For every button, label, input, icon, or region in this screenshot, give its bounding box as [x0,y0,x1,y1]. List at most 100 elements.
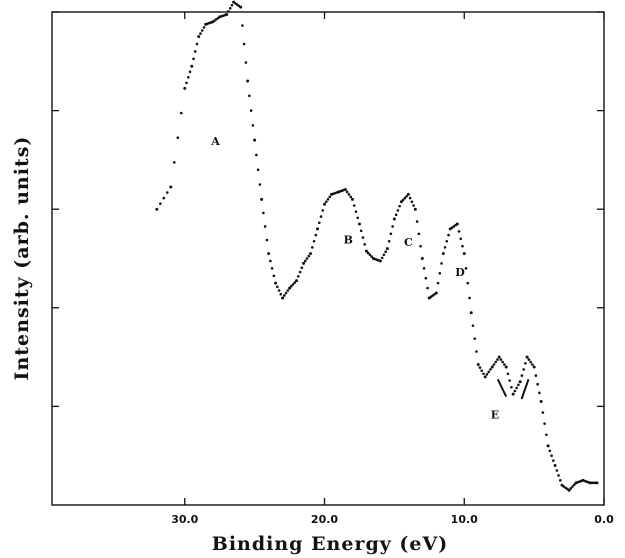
data-point [317,221,321,225]
data-point [387,239,391,243]
data-point [188,70,192,74]
data-point [283,294,286,297]
data-point [291,283,295,286]
data-point [553,464,557,468]
data-point [316,227,320,231]
data-point [345,190,349,194]
data-point [524,361,527,365]
x-axis-label: Binding Energy (eV) [212,533,448,555]
data-point [469,311,473,315]
e-markers [496,378,530,400]
data-point [546,444,550,448]
data-point [487,370,491,374]
data-point [307,254,311,258]
data-point [538,391,541,395]
data-point [270,267,274,270]
data-point [169,185,173,189]
data-point [434,291,438,295]
data-point [525,355,529,359]
data-point [262,211,265,215]
data-point [408,196,412,200]
data-point [356,216,359,220]
data-point [314,233,318,237]
annotation-label: E [491,409,499,422]
data-point [326,198,330,201]
data-point [548,449,552,453]
data-point [391,225,394,228]
data-point [504,365,508,369]
data-point [176,136,180,140]
data-series [155,0,599,492]
data-point [534,374,538,377]
data-point [389,232,393,236]
data-point [288,286,292,290]
data-point [272,274,276,278]
data-point [255,153,258,157]
data-point [199,32,202,35]
data-point [319,215,323,218]
data-point [569,487,573,490]
data-point [529,360,532,364]
plot-border [51,11,605,506]
data-point [550,454,553,458]
data-point [426,286,429,290]
data-point [532,365,536,369]
data-point [464,267,468,270]
data-point [482,372,485,376]
data-point [263,225,267,228]
data-point [557,474,560,477]
data-point [420,257,424,260]
data-point [185,81,188,85]
data-point [228,7,232,10]
annotation-label: D [455,266,465,279]
data-point [531,363,534,366]
data-point [324,200,328,204]
data-point [415,220,419,223]
data-point [527,358,531,361]
data-point [403,196,407,200]
data-point [410,200,414,204]
data-point [571,485,574,488]
data-point [497,355,501,359]
y-axis-label: Intensity (arb. units) [11,136,33,381]
data-point [440,262,443,265]
data-point [545,433,548,437]
data-point [249,109,253,112]
data-point [290,284,293,288]
data-point [520,374,524,377]
data-point [506,372,510,376]
data-point [441,252,445,256]
data-point [297,275,300,278]
data-point [244,61,248,64]
data-point [281,296,285,300]
data-point [225,12,229,16]
data-point [251,124,255,127]
data-point [515,386,518,390]
data-point [361,236,365,239]
data-point [197,35,201,39]
data-point [503,363,506,366]
data-point [424,276,428,280]
data-point [517,383,520,387]
data-point [398,204,401,208]
x-tick-label: 20.0 [311,513,338,526]
data-point [352,204,356,207]
data-point [200,29,204,32]
data-point [455,222,459,226]
data-point [162,196,166,200]
data-point [303,259,307,263]
data-point [480,369,484,372]
data-point [265,238,269,242]
data-point [359,229,363,233]
x-axis-ticks: 30.0 20.0 10.0 0.0 [171,12,614,526]
peak-annotations: A B C D E [210,135,499,422]
data-point [305,257,309,260]
data-point [478,366,482,369]
data-point [447,233,450,237]
data-point [595,481,599,485]
data-point [186,76,190,79]
data-point [239,5,243,9]
data-point [364,249,368,253]
annotation-label: B [344,234,353,247]
data-point [382,253,386,257]
